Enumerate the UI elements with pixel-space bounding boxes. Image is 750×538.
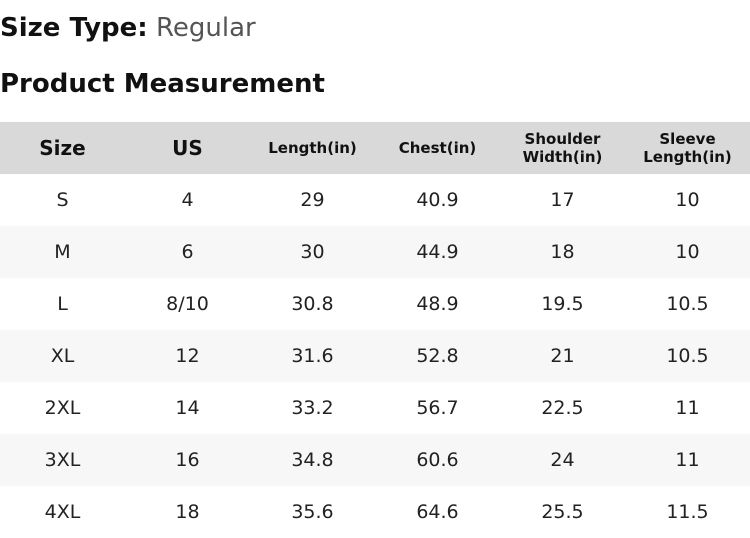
- table-row: L 8/10 30.8 48.9 19.5 10.5: [0, 278, 750, 330]
- table-row: XL 12 31.6 52.8 21 10.5: [0, 330, 750, 382]
- table-cell: 56.7: [416, 397, 459, 419]
- table-cell: 25.5: [541, 501, 584, 523]
- column-header: Length(in): [250, 122, 375, 174]
- table-cell: 24: [500, 434, 625, 486]
- column-header: Size: [0, 122, 125, 174]
- table-cell: 17: [550, 189, 575, 211]
- table-row: M 6 30 44.9 18 10: [0, 226, 750, 278]
- table-cell: S: [56, 189, 69, 211]
- table-cell: 19.5: [541, 293, 584, 315]
- table-cell: 22.5: [541, 397, 584, 419]
- column-header: US: [125, 122, 250, 174]
- column-header: Chest(in): [375, 122, 500, 174]
- table-body: S 4 29 40.9 17 10 M 6 30 44.9 18 10 L 8/10 30.8 48.9 19.…: [0, 174, 750, 538]
- table-cell: 44.9: [375, 226, 500, 278]
- size-type: Size Type: Regular: [0, 10, 256, 46]
- table-row: 3XL 16 34.8 60.6 24 11: [0, 434, 750, 486]
- table-cell: 18: [500, 226, 625, 278]
- table-cell: 3XL: [0, 434, 125, 486]
- table-cell: 30: [250, 226, 375, 278]
- size-type-value: Regular: [155, 13, 256, 43]
- table-cell: 35.6: [291, 501, 334, 523]
- table-cell: 29: [300, 189, 325, 211]
- table-cell: XL: [0, 330, 125, 382]
- table-cell: 2XL: [44, 397, 81, 419]
- table-cell: 11: [625, 434, 750, 486]
- table-cell: 33.2: [291, 397, 334, 419]
- column-header: Sleeve Length(in): [625, 122, 750, 174]
- table-cell: L: [57, 293, 68, 315]
- table-cell: 6: [125, 226, 250, 278]
- table-cell: 11: [675, 397, 700, 419]
- table-cell: 10.5: [625, 330, 750, 382]
- table-row: 4XL 18 35.6 64.6 25.5 11.5: [0, 486, 750, 538]
- table-cell: 64.6: [416, 501, 459, 523]
- table-cell: 34.8: [250, 434, 375, 486]
- table-cell: 31.6: [250, 330, 375, 382]
- column-header: Shoulder Width(in): [500, 122, 625, 174]
- table-cell: 40.9: [416, 189, 459, 211]
- table-cell: 8/10: [166, 293, 209, 315]
- table-cell: 48.9: [416, 293, 459, 315]
- table-cell: 18: [175, 501, 200, 523]
- table-cell: 30.8: [291, 293, 334, 315]
- table-cell: 52.8: [375, 330, 500, 382]
- table-cell: M: [0, 226, 125, 278]
- table-row: S 4 29 40.9 17 10: [0, 174, 750, 226]
- table-cell: 16: [125, 434, 250, 486]
- table-cell: 10: [625, 226, 750, 278]
- table-cell: 10.5: [666, 293, 709, 315]
- table-cell: 11.5: [666, 501, 709, 523]
- measurement-table: Size US Length(in) Chest(in) Shoulder Width(…: [0, 122, 750, 538]
- table-cell: 4: [181, 189, 194, 211]
- table-row: 2XL 14 33.2 56.7 22.5 11: [0, 382, 750, 434]
- section-title: Product Measurement: [0, 69, 325, 99]
- size-type-label: Size Type:: [0, 13, 148, 43]
- header-row: Size US Length(in) Chest(in) Shoulder Width(…: [0, 122, 750, 174]
- table-cell: 21: [500, 330, 625, 382]
- table-cell: 60.6: [375, 434, 500, 486]
- table-cell: 12: [125, 330, 250, 382]
- table-cell: 14: [175, 397, 200, 419]
- table-cell: 10: [675, 189, 700, 211]
- table-cell: 4XL: [44, 501, 81, 523]
